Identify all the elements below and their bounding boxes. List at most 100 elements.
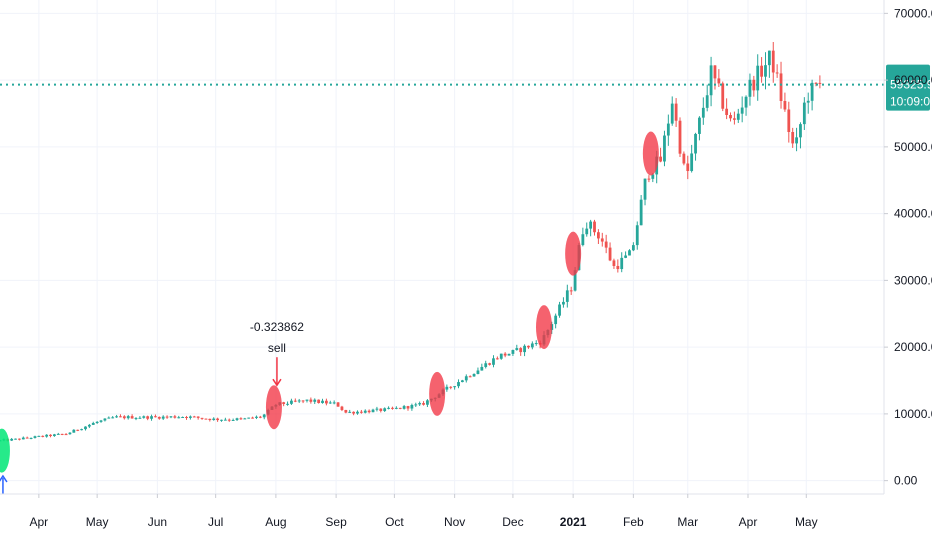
candle-body[interactable] [573, 270, 577, 291]
candle-body[interactable] [196, 416, 200, 418]
candle-body[interactable] [558, 304, 561, 316]
candle-body[interactable] [464, 376, 468, 381]
candle-body[interactable] [220, 419, 223, 421]
candle-body[interactable] [783, 101, 787, 110]
candle-body[interactable] [262, 414, 266, 418]
candle-body[interactable] [767, 50, 771, 66]
candle-body[interactable] [293, 400, 297, 402]
candle-body[interactable] [200, 417, 204, 419]
candle-body[interactable] [10, 438, 14, 441]
candle-body[interactable] [806, 100, 810, 103]
candle-body[interactable] [554, 315, 558, 325]
candle-body[interactable] [492, 358, 495, 365]
candle-body[interactable] [709, 65, 713, 96]
candle-body[interactable] [398, 407, 402, 409]
candle-body[interactable] [391, 407, 394, 409]
candle-body[interactable] [643, 178, 647, 200]
candle-body[interactable] [223, 419, 227, 421]
candle-body[interactable] [527, 345, 530, 348]
candle-body[interactable] [181, 416, 185, 418]
candle-body[interactable] [499, 353, 503, 359]
candle-body[interactable] [367, 410, 371, 413]
buy-marker[interactable] [0, 428, 10, 473]
candle-body[interactable] [192, 416, 196, 418]
candle-body[interactable] [53, 434, 56, 437]
candle-body[interactable] [725, 108, 729, 115]
candle-body[interactable] [740, 107, 744, 114]
candle-body[interactable] [321, 400, 324, 404]
candle-body[interactable] [511, 349, 515, 354]
candle-body[interactable] [258, 416, 262, 418]
candle-body[interactable] [235, 418, 239, 420]
candle-body[interactable] [227, 419, 231, 421]
candle-body[interactable] [14, 438, 17, 440]
candle-body[interactable] [457, 382, 460, 387]
candle-body[interactable] [60, 433, 64, 435]
candle-body[interactable] [387, 407, 390, 409]
candle-body[interactable] [565, 290, 569, 302]
candle-body[interactable] [519, 348, 523, 353]
candle-body[interactable] [282, 402, 286, 405]
candle-body[interactable] [64, 434, 68, 436]
candle-body[interactable] [418, 403, 422, 405]
candle-body[interactable] [666, 123, 670, 136]
candle-body[interactable] [694, 133, 697, 154]
candle-body[interactable] [37, 435, 41, 437]
candle-body[interactable] [775, 72, 779, 74]
candle-body[interactable] [639, 199, 643, 226]
candle-body[interactable] [760, 65, 763, 77]
candle-body[interactable] [115, 416, 118, 418]
candle-body[interactable] [340, 406, 344, 410]
candle-body[interactable] [348, 411, 352, 413]
candle-body[interactable] [375, 408, 379, 410]
candle-body[interactable] [371, 409, 375, 413]
candle-body[interactable] [161, 416, 165, 419]
candle-body[interactable] [84, 426, 87, 430]
candle-body[interactable] [56, 433, 60, 435]
candle-body[interactable] [29, 437, 33, 439]
candle-body[interactable] [682, 153, 686, 164]
candle-body[interactable] [243, 418, 247, 420]
candle-body[interactable] [795, 137, 798, 144]
signal-marker[interactable] [565, 231, 582, 276]
candle-body[interactable] [154, 416, 157, 418]
candle-body[interactable] [651, 174, 655, 179]
candle-body[interactable] [173, 416, 177, 418]
candle-body[interactable] [356, 411, 359, 414]
candle-body[interactable] [748, 79, 752, 97]
candle-body[interactable] [507, 353, 511, 356]
candle-body[interactable] [33, 436, 37, 438]
candle-body[interactable] [185, 416, 188, 418]
candle-body[interactable] [756, 65, 760, 91]
candle-body[interactable] [620, 257, 624, 270]
candle-body[interactable] [383, 408, 387, 411]
candle-body[interactable] [363, 410, 367, 413]
candle-body[interactable] [744, 96, 748, 108]
candle-body[interactable] [678, 120, 682, 154]
candle-body[interactable] [663, 135, 666, 162]
candle-body[interactable] [608, 247, 612, 261]
candle-body[interactable] [426, 400, 429, 405]
candle-body[interactable] [647, 178, 651, 180]
candle-body[interactable] [150, 416, 153, 419]
candle-body[interactable] [802, 102, 806, 125]
candle-body[interactable] [247, 417, 251, 419]
candle-body[interactable] [216, 418, 219, 421]
candle-body[interactable] [814, 82, 818, 84]
candle-body[interactable] [771, 50, 775, 73]
candle-body[interactable] [515, 348, 519, 350]
candle-body[interactable] [414, 404, 418, 406]
candle-body[interactable] [406, 406, 410, 409]
candle-body[interactable] [72, 429, 76, 433]
candle-body[interactable] [449, 386, 453, 388]
candle-body[interactable] [80, 429, 83, 431]
candle-body[interactable] [503, 353, 507, 356]
candle-body[interactable] [631, 245, 635, 251]
candle-body[interactable] [562, 301, 565, 305]
candle-body[interactable] [488, 363, 491, 365]
candle-body[interactable] [76, 429, 80, 431]
candle-body[interactable] [530, 343, 534, 348]
candle-body[interactable] [111, 417, 115, 419]
candle-body[interactable] [130, 416, 134, 419]
